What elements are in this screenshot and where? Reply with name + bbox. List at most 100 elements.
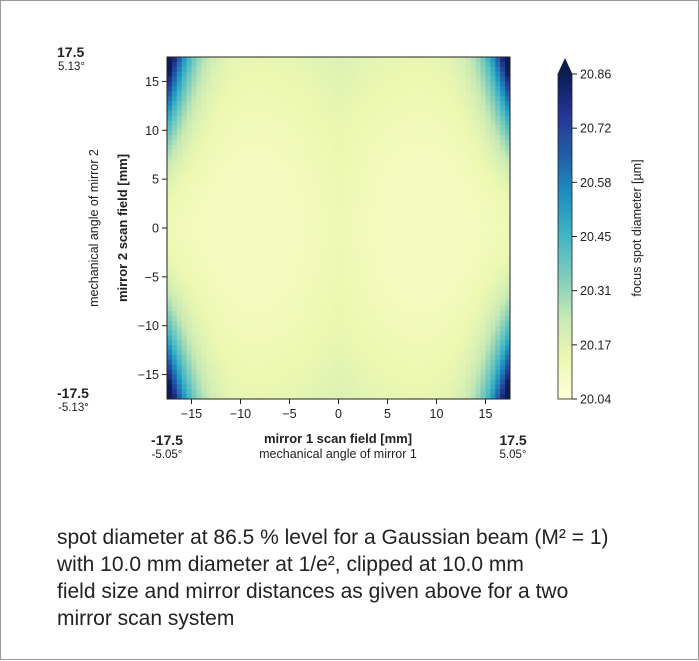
- heatmap-cell: [225, 291, 232, 297]
- heatmap-cell: [426, 276, 433, 283]
- heatmap-cell: [495, 276, 501, 283]
- heatmap-cell: [407, 213, 413, 219]
- heatmap-cell: [377, 110, 384, 117]
- heatmap-cell: [206, 174, 212, 180]
- heatmap-cell: [431, 394, 438, 399]
- heatmap-cell: [196, 281, 202, 288]
- heatmap-cell: [348, 198, 354, 205]
- heatmap-cell: [216, 169, 222, 175]
- heatmap-cell: [397, 179, 403, 185]
- heatmap-cell: [235, 389, 242, 395]
- heatmap-cell: [265, 144, 271, 151]
- heatmap-cell: [480, 208, 487, 214]
- heatmap-cell: [392, 369, 398, 376]
- heatmap-cell: [505, 286, 510, 293]
- heatmap-cell: [475, 379, 482, 385]
- heatmap-cell: [367, 159, 374, 166]
- heatmap-cell: [211, 394, 217, 399]
- heatmap-cell: [436, 164, 442, 170]
- heatmap-cell: [412, 379, 418, 385]
- heatmap-cell: [397, 120, 403, 126]
- heatmap-cell: [431, 223, 438, 229]
- heatmap-cell: [186, 184, 193, 190]
- heatmap-cell: [338, 76, 344, 83]
- heatmap-cell: [402, 276, 408, 283]
- heatmap-cell: [441, 252, 447, 258]
- heatmap-cell: [441, 57, 447, 63]
- heatmap-cell: [318, 184, 325, 190]
- heatmap-cell: [485, 71, 491, 78]
- heatmap-cell: [416, 115, 423, 122]
- heatmap-cell: [358, 86, 364, 92]
- heatmap-cell: [294, 135, 300, 141]
- heatmap-cell: [461, 252, 467, 258]
- heatmap-cell: [235, 223, 242, 229]
- heatmap-cell: [402, 154, 408, 161]
- heatmap-cell: [260, 257, 266, 263]
- heatmap-cell: [407, 345, 413, 351]
- heatmap-cell: [456, 340, 462, 346]
- heatmap-cell: [323, 379, 330, 385]
- heatmap-cell: [358, 389, 364, 395]
- heatmap-cell: [456, 301, 462, 307]
- heatmap-cell: [196, 340, 202, 346]
- heatmap-cell: [416, 179, 423, 185]
- heatmap-cell: [269, 389, 276, 395]
- heatmap-cell: [309, 350, 315, 356]
- heatmap-cell: [167, 86, 173, 92]
- heatmap-cell: [328, 130, 335, 136]
- heatmap-cell: [318, 242, 325, 249]
- heatmap-cell: [186, 237, 193, 244]
- heatmap-cell: [412, 71, 418, 78]
- heatmap-cell: [338, 315, 344, 322]
- heatmap-cell: [475, 355, 482, 361]
- heatmap-cell: [446, 81, 452, 87]
- heatmap-cell: [490, 120, 496, 126]
- heatmap-cell: [475, 286, 482, 293]
- heatmap-cell: [323, 296, 330, 302]
- heatmap-cell: [196, 276, 202, 283]
- heatmap-cell: [250, 164, 256, 170]
- heatmap-cell: [407, 301, 413, 307]
- heatmap-cell: [348, 242, 354, 249]
- heatmap-cell: [348, 267, 354, 273]
- heatmap-cell: [485, 325, 491, 332]
- heatmap-cell: [441, 110, 447, 117]
- heatmap-cell: [382, 125, 389, 131]
- heatmap-cell: [304, 276, 310, 283]
- heatmap-cell: [343, 359, 349, 366]
- heatmap-cell: [216, 311, 222, 317]
- heatmap-cell: [284, 276, 291, 283]
- heatmap-cell: [402, 184, 408, 190]
- heatmap-cell: [407, 203, 413, 210]
- heatmap-cell: [470, 306, 477, 312]
- heatmap-cell: [387, 301, 393, 307]
- heatmap-cell: [309, 379, 315, 385]
- heatmap-cell: [274, 223, 281, 229]
- heatmap-cell: [416, 203, 423, 210]
- heatmap-cell: [348, 193, 354, 200]
- heatmap-cell: [343, 91, 349, 97]
- heatmap-cell: [426, 286, 433, 293]
- heatmap-cell: [348, 149, 354, 156]
- heatmap-cell: [328, 57, 335, 63]
- heatmap-cell: [279, 276, 286, 283]
- heatmap-cell: [333, 179, 340, 185]
- heatmap-cell: [269, 184, 276, 190]
- heatmap-cell: [181, 144, 188, 151]
- heatmap-cell: [220, 110, 227, 117]
- heatmap-cell: [269, 394, 276, 399]
- heatmap-cell: [431, 389, 438, 395]
- heatmap-cell: [495, 125, 501, 131]
- heatmap-cell: [461, 96, 467, 102]
- heatmap-cell: [314, 345, 320, 351]
- heatmap-cell: [348, 320, 354, 327]
- heatmap-cell: [294, 169, 300, 175]
- heatmap-cell: [309, 247, 315, 254]
- heatmap-cell: [446, 154, 452, 161]
- heatmap-cell: [436, 374, 442, 381]
- heatmap-cell: [279, 335, 286, 341]
- heatmap-cell: [426, 384, 433, 390]
- heatmap-cell: [402, 61, 408, 68]
- heatmap-cell: [387, 61, 393, 68]
